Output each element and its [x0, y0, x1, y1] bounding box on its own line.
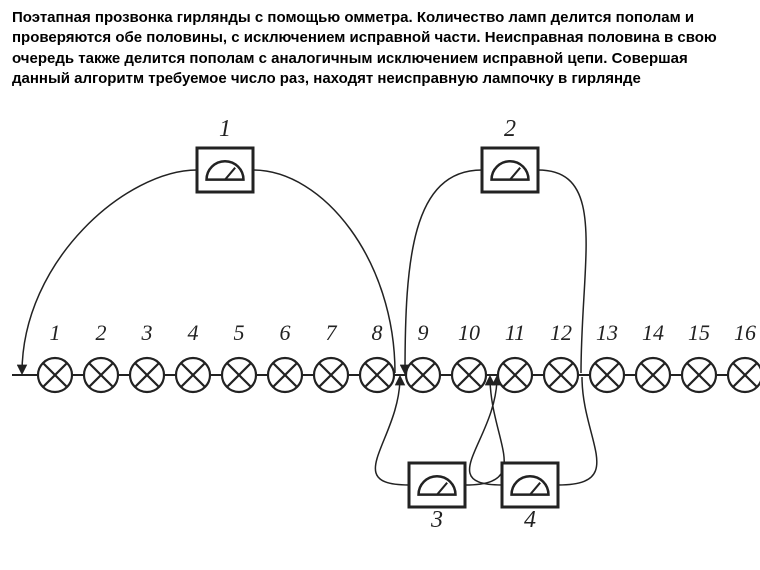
lamp-label-2: 2 [96, 320, 107, 345]
lamp-label-7: 7 [326, 320, 338, 345]
lead-4-right [558, 377, 597, 485]
lead-4-left [470, 377, 502, 485]
lamp-label-4: 4 [188, 320, 199, 345]
lamp-14 [636, 358, 670, 392]
ohmmeter-2 [482, 148, 538, 192]
ohmmeter-1 [197, 148, 253, 192]
lead-1-left [22, 170, 197, 373]
ohmmeter-label-2: 2 [504, 116, 516, 142]
lamp-13 [590, 358, 624, 392]
lamp-label-10: 10 [458, 320, 480, 345]
lamp-label-13: 13 [596, 320, 618, 345]
ohmmeter-3 [409, 463, 465, 507]
caption-text: Поэтапная прозвонка гирлянды с помощью о… [12, 8, 742, 89]
lamp-2 [84, 358, 118, 392]
lamp-9 [406, 358, 440, 392]
lamp-1 [38, 358, 72, 392]
lamp-8 [360, 358, 394, 392]
lead-3-right [465, 377, 504, 485]
lamp-15 [682, 358, 716, 392]
lamp-label-8: 8 [372, 320, 383, 345]
lamp-6 [268, 358, 302, 392]
lamp-label-11: 11 [505, 320, 525, 345]
lamp-label-6: 6 [280, 320, 291, 345]
lamp-16 [728, 358, 760, 392]
ohmmeter-4 [502, 463, 558, 507]
lamp-3 [130, 358, 164, 392]
lamp-label-9: 9 [418, 320, 429, 345]
lamp-label-16: 16 [734, 320, 756, 345]
lamp-label-1: 1 [50, 320, 61, 345]
lamp-label-14: 14 [642, 320, 664, 345]
lead-3-left [375, 377, 409, 485]
lamp-label-12: 12 [550, 320, 572, 345]
lamp-label-3: 3 [141, 320, 153, 345]
lamp-7 [314, 358, 348, 392]
ohmmeter-label-3: 3 [430, 507, 443, 533]
lamp-12 [544, 358, 578, 392]
lamp-10 [452, 358, 486, 392]
ohmmeter-label-1: 1 [219, 116, 231, 142]
lamp-11 [498, 358, 532, 392]
ohmmeter-label-4: 4 [524, 507, 536, 533]
lamp-label-15: 15 [688, 320, 710, 345]
lamp-label-5: 5 [234, 320, 245, 345]
lamp-4 [176, 358, 210, 392]
lamp-5 [222, 358, 256, 392]
